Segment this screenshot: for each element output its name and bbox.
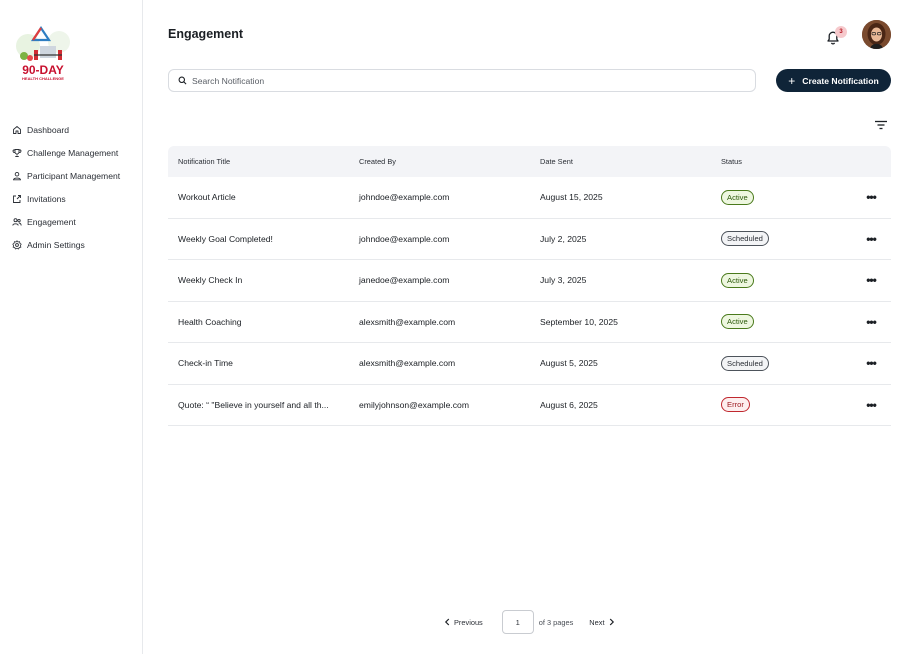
notification-bell-button[interactable]	[824, 28, 842, 46]
bell-icon	[827, 31, 839, 45]
created-by-cell: janedoe@example.com	[359, 275, 450, 286]
create-notification-label: Create Notification	[802, 75, 879, 86]
sidebar-item-label: Engagement	[27, 216, 76, 227]
table-row[interactable]: Weekly Check In janedoe@example.com July 3…	[168, 260, 891, 302]
status-cell: Scheduled	[711, 231, 851, 247]
next-label: Next	[589, 617, 605, 627]
filter-button[interactable]	[874, 118, 888, 130]
gear-icon	[12, 239, 22, 250]
date-sent-cell: August 6, 2025	[540, 399, 598, 410]
search-icon	[178, 76, 187, 85]
search-bar[interactable]	[168, 69, 756, 92]
column-header-created-by[interactable]: Created By	[359, 157, 396, 166]
trophy-icon	[12, 148, 22, 158]
row-actions-menu-button[interactable]: •••	[866, 190, 877, 205]
status-cell: Scheduled	[711, 355, 851, 371]
created-by-cell: johndoe@example.com	[359, 192, 450, 203]
sidebar-nav: Dashboard Challenge Management Participa…	[0, 118, 142, 256]
row-actions-menu-button[interactable]: •••	[866, 397, 877, 412]
created-by-cell: alexsmith@example.com	[359, 358, 456, 369]
column-header-status[interactable]: Status	[721, 157, 742, 166]
date-sent-cell: September 10, 2025	[540, 316, 618, 327]
sidebar-item-dashboard[interactable]: Dashboard	[0, 118, 142, 141]
date-sent-cell: July 3, 2025	[540, 275, 587, 286]
search-input[interactable]	[192, 75, 732, 86]
date-sent-cell: July 2, 2025	[540, 233, 587, 244]
sidebar: 90-DAY HEALTH CHALLENGE Dashboard Challe…	[0, 0, 143, 654]
logo-subtitle: HEALTH CHALLENGE	[22, 76, 64, 81]
home-icon	[12, 125, 22, 135]
current-page-input[interactable]: 1	[501, 610, 534, 634]
notification-title-cell: Health Coaching	[178, 316, 242, 327]
created-by-cell: emilyjohnson@example.com	[359, 399, 469, 410]
user-avatar[interactable]	[862, 20, 891, 49]
status-badge: Active	[721, 314, 754, 330]
row-actions-menu-button[interactable]: •••	[866, 231, 877, 246]
logo-title: 90-DAY	[22, 63, 64, 77]
filter-icon	[875, 120, 887, 130]
status-badge: Error	[721, 397, 750, 413]
row-actions-menu-button[interactable]: •••	[866, 356, 877, 371]
pagination: Previous 1 of 3 pages Next	[444, 610, 615, 634]
column-header-title[interactable]: Notification Title	[178, 157, 231, 166]
column-header-date-sent[interactable]: Date Sent	[540, 157, 573, 166]
notification-title-cell: Workout Article	[178, 192, 236, 203]
next-page-button[interactable]: Next	[589, 618, 614, 627]
table-row[interactable]: Health Coaching alexsmith@example.com Sept…	[168, 302, 891, 343]
sidebar-item-challenge-management[interactable]: Challenge Management	[0, 141, 142, 164]
sidebar-item-engagement[interactable]: Engagement	[0, 210, 142, 233]
row-actions-menu-button[interactable]: •••	[866, 273, 877, 288]
user-icon	[12, 171, 22, 181]
sidebar-item-label: Invitations	[27, 193, 66, 204]
chevron-left-icon	[444, 618, 450, 626]
status-cell: Active	[711, 272, 851, 288]
status-badge: Active	[721, 272, 754, 288]
sidebar-item-label: Dashboard	[27, 124, 70, 135]
table-row[interactable]: Weekly Goal Completed! johndoe@example.co…	[168, 219, 891, 260]
sidebar-item-label: Challenge Management	[27, 147, 119, 158]
date-sent-cell: August 15, 2025	[540, 192, 603, 203]
sidebar-item-participant-management[interactable]: Participant Management	[0, 164, 142, 187]
page-title: Engagement	[168, 27, 244, 41]
app-logo[interactable]: 90-DAY HEALTH CHALLENGE	[14, 22, 72, 86]
previous-page-button[interactable]: Previous	[444, 618, 483, 627]
row-actions-menu-button[interactable]: •••	[866, 314, 877, 329]
status-badge: Scheduled	[721, 355, 769, 371]
table-body: Workout Article johndoe@example.com August…	[168, 177, 891, 426]
table-row[interactable]: Check-in Time alexsmith@example.com August…	[168, 343, 891, 385]
previous-label: Previous	[454, 617, 483, 627]
status-cell: Active	[711, 189, 851, 205]
notification-title-cell: Weekly Goal Completed!	[178, 233, 273, 244]
date-sent-cell: August 5, 2025	[540, 358, 598, 369]
sidebar-item-label: Admin Settings	[27, 239, 85, 250]
chevron-right-icon	[609, 618, 614, 626]
sidebar-item-label: Participant Management	[27, 170, 121, 181]
status-badge: Scheduled	[721, 231, 769, 247]
created-by-cell: alexsmith@example.com	[359, 316, 456, 327]
sidebar-item-invitations[interactable]: Invitations	[0, 187, 142, 210]
status-cell: Active	[711, 314, 851, 330]
users-icon	[12, 217, 22, 227]
status-badge: Active	[721, 189, 754, 205]
notifications-table: Notification Title Created By Date Sent …	[168, 146, 891, 426]
status-cell: Error	[711, 397, 851, 413]
created-by-cell: johndoe@example.com	[359, 233, 450, 244]
notification-count-badge: 3	[835, 26, 847, 38]
share-icon	[12, 194, 22, 204]
sidebar-item-admin-settings[interactable]: Admin Settings	[0, 233, 142, 256]
notification-title-cell: Check-in Time	[178, 358, 233, 369]
create-notification-button[interactable]: + Create Notification	[776, 69, 891, 92]
table-row[interactable]: Workout Article johndoe@example.com August…	[168, 177, 891, 219]
plus-icon: +	[788, 73, 796, 88]
notification-title-cell: Quote: “ "Believe in yourself and all th…	[178, 399, 329, 410]
table-header: Notification Title Created By Date Sent …	[168, 146, 891, 177]
notification-title-cell: Weekly Check In	[178, 275, 243, 286]
page-count-text: of 3 pages	[538, 617, 574, 627]
table-row[interactable]: Quote: “ "Believe in yourself and all th…	[168, 385, 891, 426]
